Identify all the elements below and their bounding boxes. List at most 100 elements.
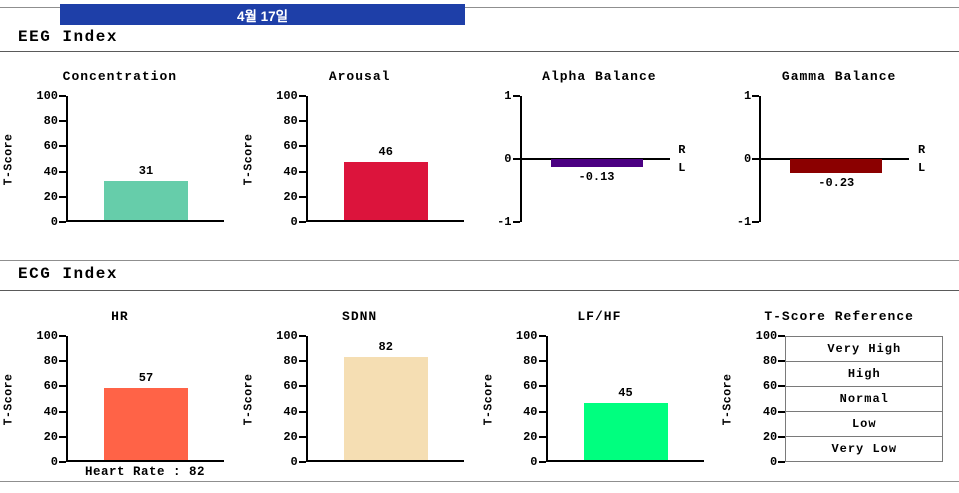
bar-value-label: 45	[618, 386, 633, 401]
reference-row: Normal	[786, 387, 943, 412]
plot-area-arousal: 46	[305, 96, 464, 222]
y-tick-label: 1	[504, 89, 512, 103]
y-tick-mark	[538, 335, 546, 337]
y-tick-mark	[59, 195, 66, 198]
y-tick-label: 100	[36, 329, 58, 343]
chart-title-arousal: Arousal	[328, 69, 391, 84]
chart-sdnn: SDNN 0 20 40 60 80 100 T-Score 82	[240, 296, 480, 486]
bar-lfhf	[583, 403, 668, 460]
y-axis-label-text: T-Score	[242, 133, 256, 185]
y-tick-mark	[752, 221, 760, 223]
date-label: 4월 17일	[236, 8, 289, 24]
y-tick-label: 100	[276, 89, 298, 103]
balance-value-label: -0.13	[578, 170, 615, 185]
y-axis-label: T-Score	[721, 336, 735, 462]
y-axis-label: T-Score	[2, 96, 16, 222]
plot-area-lfhf: 45	[545, 336, 704, 462]
y-tick-label: 100	[36, 89, 58, 103]
plot-area-alpha-balance: -0.13 R L	[519, 96, 686, 222]
bottom-divider	[0, 481, 959, 482]
bar-value-label: 57	[138, 371, 154, 386]
y-tick-label: 40	[43, 404, 58, 419]
ecg-charts-row: HR 0 20 40 60 80 100 T-Score 57 Heart Rate : 82 SD…	[0, 296, 959, 486]
y-tick-label: 60	[283, 139, 298, 154]
y-tick-mark	[59, 95, 66, 97]
chart-arousal: Arousal 0 20 40 60 80 100 T-Score 46	[240, 56, 480, 236]
left-side-label: L	[678, 161, 686, 175]
y-tick-label: 0	[744, 152, 752, 166]
y-tick-label: 0	[290, 215, 298, 229]
y-tick-mark	[298, 410, 306, 413]
y-tick-mark	[512, 95, 520, 97]
y-tick-mark	[298, 221, 306, 223]
y-tick-label: 80	[43, 114, 58, 129]
y-tick-label: 1	[744, 89, 752, 103]
y-tick-mark	[778, 410, 786, 413]
balance-bar-alpha-balance	[550, 159, 643, 168]
y-tick-mark	[778, 360, 786, 363]
y-tick-mark	[298, 360, 306, 363]
y-tick-label: 80	[523, 354, 538, 369]
y-tick-mark	[59, 335, 66, 337]
y-tick-mark	[298, 335, 306, 337]
plot-area-concentration: 31	[66, 96, 224, 222]
y-tick-mark	[59, 120, 66, 123]
y-tick-label: 100	[755, 329, 778, 343]
chart-tscore-reference: T-Score Reference 0 20 40 60 80 100 T-Score Very…	[719, 296, 959, 486]
y-tick-label: 20	[43, 429, 58, 444]
y-tick-label: 0	[290, 455, 298, 469]
y-tick-label: 60	[762, 379, 778, 394]
chart-title-gamma-balance: Gamma Balance	[781, 69, 897, 84]
heart-rate-note: Heart Rate : 82	[84, 465, 206, 479]
y-tick-label: 0	[50, 215, 58, 229]
reference-row: Low	[786, 412, 943, 437]
y-tick-mark	[778, 335, 786, 337]
y-tick-label: 0	[770, 455, 778, 469]
balance-bar-gamma-balance	[790, 159, 883, 174]
y-tick-mark	[778, 385, 786, 388]
y-tick-label: 40	[523, 404, 538, 419]
y-tick-label: -1	[736, 215, 752, 229]
y-tick-label: 100	[276, 329, 298, 343]
chart-gamma-balance: Gamma Balance -1 0 1 -0.23 R L	[719, 56, 959, 236]
y-tick-label: 20	[283, 429, 298, 444]
y-tick-mark	[538, 461, 546, 463]
y-tick-mark	[59, 385, 66, 388]
y-tick-label: 40	[762, 404, 778, 419]
y-tick-mark	[298, 95, 306, 97]
plot-area-hr: 57	[66, 336, 224, 462]
y-tick-mark	[512, 221, 520, 223]
y-tick-mark	[752, 158, 760, 160]
y-tick-mark	[298, 170, 306, 173]
y-tick-mark	[59, 145, 66, 148]
y-tick-mark	[298, 145, 306, 148]
chart-hr: HR 0 20 40 60 80 100 T-Score 57 Heart Rate : 82	[0, 296, 240, 486]
y-tick-mark	[538, 360, 546, 363]
y-tick-label: 40	[283, 404, 298, 419]
y-tick-label: 60	[43, 139, 58, 154]
y-tick-mark	[298, 195, 306, 198]
plot-area-gamma-balance: -0.23 R L	[759, 96, 925, 222]
chart-title-alpha-balance: Alpha Balance	[542, 69, 657, 84]
chart-lfhf: LF/HF 0 20 40 60 80 100 T-Score 45	[480, 296, 720, 486]
y-axis-label-text: T-Score	[482, 373, 495, 425]
y-tick-label: 80	[283, 114, 298, 129]
chart-title-concentration: Concentration	[62, 69, 178, 84]
y-tick-label: 20	[283, 189, 298, 204]
plot-area-sdnn: 82	[305, 336, 464, 462]
bar-sdnn	[343, 356, 428, 460]
y-tick-label: 80	[43, 354, 58, 369]
y-tick-mark	[752, 95, 760, 97]
chart-title-tscore-reference: T-Score Reference	[764, 309, 914, 324]
y-tick-label: 20	[43, 189, 58, 204]
chart-alpha-balance: Alpha Balance -1 0 1 -0.13 R L	[480, 56, 720, 236]
reference-box: Very High High Normal Low Very Low	[785, 336, 944, 462]
y-tick-label: 0	[50, 455, 58, 469]
y-axis-label: T-Score	[482, 336, 496, 462]
date-banner[interactable]: 4월 17일	[60, 4, 465, 25]
bar-value-label: 46	[378, 145, 393, 160]
y-tick-label: 40	[43, 164, 58, 179]
y-tick-mark	[512, 158, 520, 160]
y-tick-mark	[298, 385, 306, 388]
